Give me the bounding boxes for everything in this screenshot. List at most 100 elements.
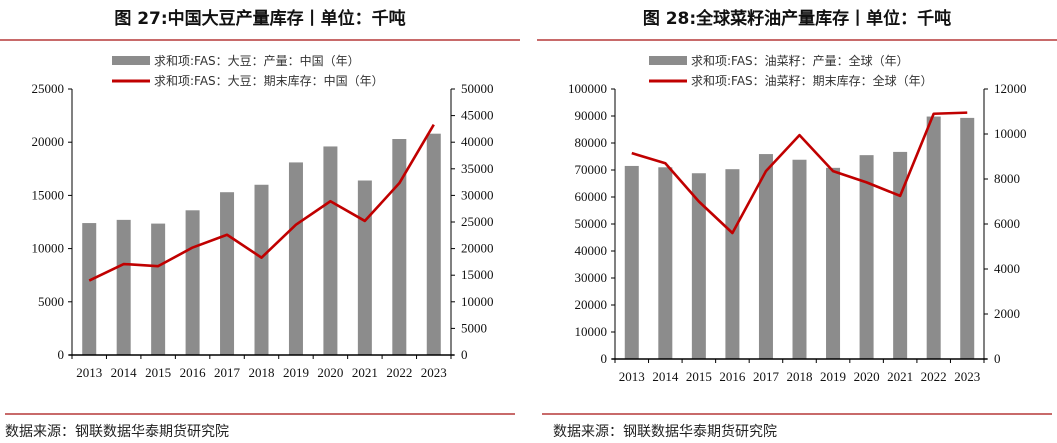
y2-tick-label: 10000 [994,126,1027,141]
x-tick-label: 2021 [887,369,913,384]
y-tick-label: 40000 [575,243,608,258]
y-tick-label: 15000 [32,187,65,202]
x-tick-label: 2019 [820,369,846,384]
bar [357,180,372,355]
source-text: 钢联数据华泰期货研究院 [623,424,777,440]
y2-tick-label: 10000 [461,294,494,309]
source-label: 数据来源： [553,424,623,440]
divider [542,413,1052,415]
divider [537,39,1057,41]
bar [392,139,407,355]
y2-tick-label: 4000 [994,261,1020,276]
legend-swatch-bar [649,56,687,65]
y-tick-label: 100000 [568,81,607,96]
x-tick-label: 2022 [386,365,412,380]
x-tick-label: 2014 [111,365,138,380]
bar [691,173,706,359]
x-tick-label: 2013 [619,369,645,384]
x-tick-label: 2016 [180,365,207,380]
x-tick-label: 2023 [421,365,447,380]
y2-tick-label: 50000 [461,81,494,96]
y2-tick-label: 25000 [461,214,494,229]
y-tick-label: 60000 [575,189,608,204]
legend-swatch-bar [112,56,150,65]
y-tick-label: 70000 [575,162,608,177]
source-note: 数据来源：钢联数据华泰期货研究院 [553,421,777,441]
y-tick-label: 50000 [575,216,608,231]
chart-panel-rapeseed: 图 28:全球菜籽油产量库存丨单位：千吨 求和项:FAS：油菜籽：产量：全球（年… [537,0,1057,443]
x-tick-label: 2020 [317,365,343,380]
source-text: 钢联数据华泰期货研究院 [75,424,229,440]
y-tick-label: 10000 [575,324,608,339]
y-tick-label: 0 [58,347,65,362]
y2-tick-label: 12000 [994,81,1027,96]
bar [116,219,131,355]
legend-label-line: 求和项:FAS：大豆：期末库存：中国（年） [154,73,384,88]
y2-tick-label: 30000 [461,187,494,202]
y2-tick-label: 35000 [461,161,494,176]
bar [220,192,235,355]
legend-label-bar: 求和项:FAS：油菜籽：产量：全球（年） [691,53,909,68]
x-tick-label: 2015 [145,365,171,380]
source-note: 数据来源：钢联数据华泰期货研究院 [5,421,229,441]
x-tick-label: 2017 [753,369,780,384]
divider [5,413,515,415]
bar [151,223,166,355]
y-tick-label: 90000 [575,108,608,123]
y-tick-label: 80000 [575,135,608,150]
bar [426,133,441,355]
y2-tick-label: 8000 [994,171,1020,186]
x-tick-label: 2017 [214,365,241,380]
y2-tick-label: 20000 [461,241,494,256]
x-tick-label: 2014 [652,369,679,384]
bar [323,146,338,355]
x-tick-label: 2022 [921,369,947,384]
y-tick-label: 20000 [32,134,65,149]
x-tick-label: 2023 [954,369,980,384]
bar [960,117,975,359]
chart-title: 图 27:中国大豆产量库存丨单位：千吨 [114,9,406,29]
y2-tick-label: 5000 [461,320,487,335]
legend-label-line: 求和项:FAS：油菜籽：期末库存：全球（年） [691,73,933,88]
x-tick-label: 2018 [249,365,275,380]
bar [926,116,941,359]
bar [658,167,673,359]
chart-rapeseed: 求和项:FAS：油菜籽：产量：全球（年） 求和项:FAS：油菜籽：期末库存：全球（… [568,53,1027,384]
y2-tick-label: 15000 [461,267,494,282]
y-tick-label: 0 [601,351,608,366]
y-tick-label: 30000 [575,270,608,285]
y-tick-label: 20000 [575,297,608,312]
chart-soybean: 求和项:FAS：大豆：产量：中国（年） 求和项:FAS：大豆：期末库存：中国（年）… [32,53,494,380]
legend-label-bar: 求和项:FAS：大豆：产量：中国（年） [154,53,360,68]
y2-tick-label: 6000 [994,216,1020,231]
bar [288,162,303,355]
y2-tick-label: 40000 [461,134,494,149]
y2-tick-label: 0 [994,351,1001,366]
x-tick-label: 2013 [76,365,102,380]
y-tick-label: 5000 [38,294,64,309]
chart-panel-soybean: 图 27:中国大豆产量库存丨单位：千吨 求和项:FAS：大豆：产量：中国（年）求… [0,0,520,443]
divider [0,39,520,41]
x-tick-label: 2018 [787,369,813,384]
bar [893,151,908,359]
x-tick-label: 2015 [686,369,712,384]
bar [792,159,807,359]
y2-tick-label: 0 [461,347,468,362]
y-tick-label: 10000 [32,241,65,256]
bar [82,223,97,355]
x-tick-label: 2020 [854,369,880,384]
y-tick-label: 25000 [32,81,65,96]
y2-tick-label: 2000 [994,306,1020,321]
y2-tick-label: 45000 [461,108,494,123]
source-label: 数据来源： [5,424,75,440]
bar [826,167,841,359]
bar [725,169,740,359]
x-tick-label: 2016 [719,369,746,384]
bar [624,165,639,359]
bar [758,154,773,359]
bar [185,210,200,355]
bar [859,155,874,359]
x-tick-label: 2019 [283,365,309,380]
chart-title: 图 28:全球菜籽油产量库存丨单位：千吨 [642,9,952,29]
x-tick-label: 2021 [352,365,378,380]
